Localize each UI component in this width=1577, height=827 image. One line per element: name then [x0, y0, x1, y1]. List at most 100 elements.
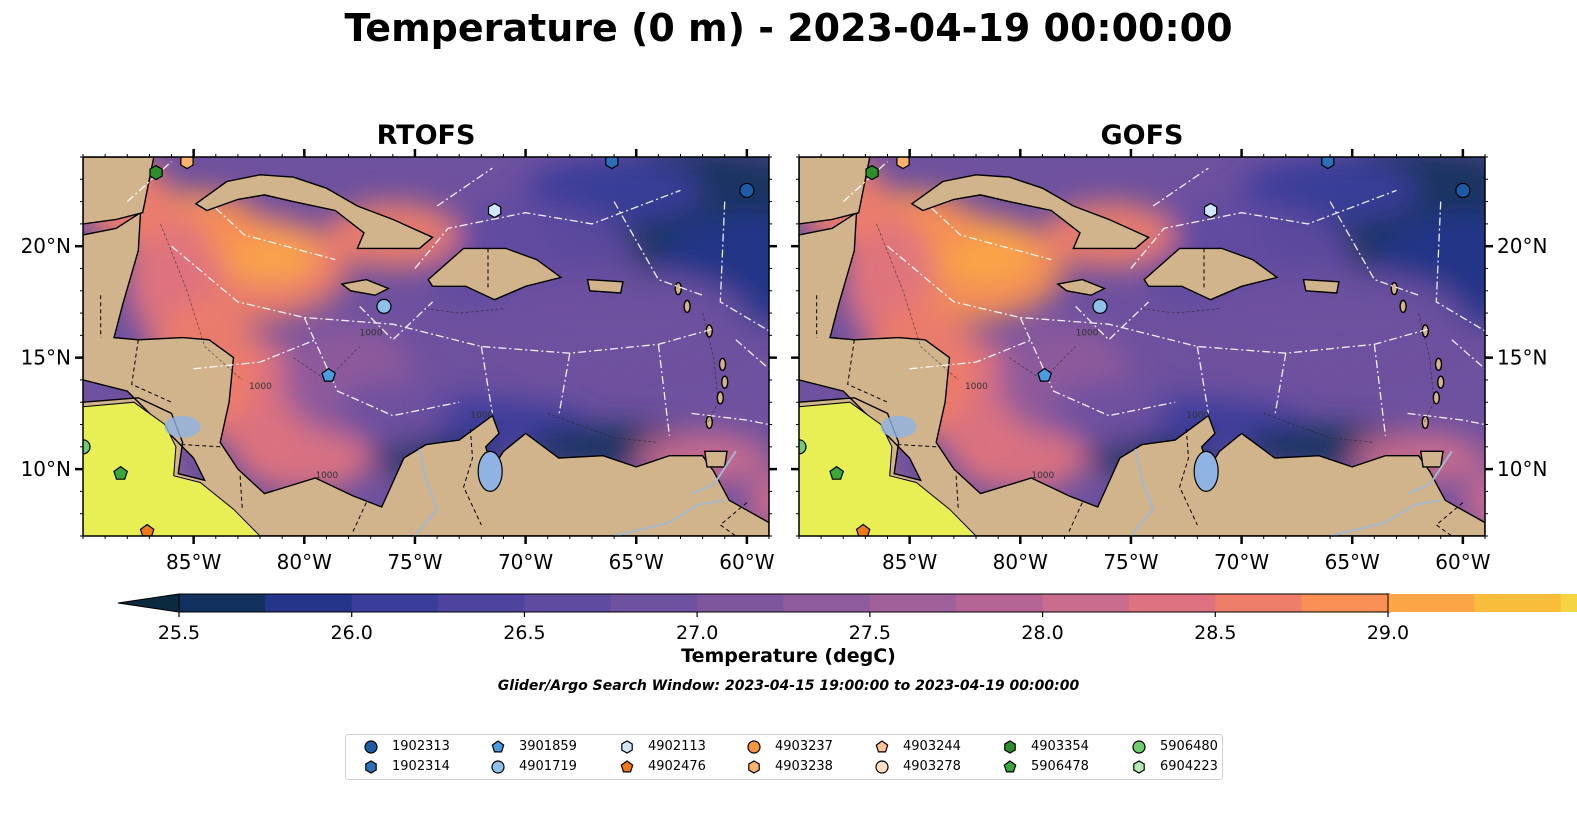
legend-label: 4903237 — [775, 739, 833, 754]
legend-label: 1902313 — [392, 739, 450, 754]
legend-marker — [491, 760, 505, 774]
float-4903354 — [149, 164, 163, 181]
colorbar-segment — [351, 594, 439, 612]
lon-tick-label: 70°W — [498, 550, 553, 574]
colorbar-frame — [178, 593, 1389, 613]
float-6904223 — [1488, 286, 1500, 300]
lon-tick-label: 80°W — [993, 550, 1048, 574]
legend-label: 4902113 — [648, 739, 706, 754]
lat-tick-label: 15°N — [1497, 346, 1547, 370]
colorbar-segment — [783, 594, 871, 612]
colorbar-segment — [1560, 594, 1577, 612]
bathymetry-label: 1000 — [249, 382, 272, 392]
land-cuba — [910, 174, 1150, 250]
legend-marker — [620, 760, 634, 773]
float-3901859 — [1037, 367, 1053, 382]
land-small-island — [705, 415, 713, 429]
colorbar-segment — [697, 594, 784, 612]
float-4903238 — [180, 157, 194, 170]
pacific-warm-water — [799, 401, 977, 536]
legend-marker-icon — [748, 760, 760, 774]
colorbar-segment — [1128, 594, 1216, 612]
legend-label: 3901859 — [519, 739, 577, 754]
lon-tick-label: 60°W — [719, 550, 774, 574]
colorbar-segment — [265, 594, 353, 612]
float-4903244 — [1484, 216, 1485, 220]
land-small-island — [1399, 299, 1407, 314]
float-4902476 — [139, 523, 155, 536]
bathymetry-label: 1000 — [360, 328, 383, 338]
country-borders — [816, 248, 1464, 536]
panel-title-gofs: GOFS — [1100, 120, 1184, 151]
bathymetry-contours — [160, 223, 719, 443]
legend-marker-icon — [747, 740, 761, 754]
rivers — [1130, 448, 1453, 536]
float-4903354 — [865, 164, 879, 181]
float-1902313 — [1455, 182, 1471, 199]
land-jamaica — [1056, 278, 1107, 296]
land-small-island — [1434, 357, 1443, 372]
float-1902314 — [605, 157, 619, 170]
lon-tick-label: 65°W — [1325, 550, 1380, 574]
colorbar-segment — [956, 594, 1044, 612]
search-window-text: Glider/Argo Search Window: 2023-04-15 19… — [497, 678, 1080, 694]
lat-tick-label: 10°N — [21, 457, 71, 481]
land-yucatan — [83, 157, 155, 225]
temperature-field — [83, 157, 769, 536]
lon-tick-label: 65°W — [609, 550, 664, 574]
lon-tick-label: 75°W — [1103, 550, 1158, 574]
map-frame — [798, 156, 1486, 537]
float-1902313 — [739, 182, 755, 199]
legend-label: 6904223 — [1160, 759, 1218, 774]
legend-label: 5906480 — [1160, 739, 1218, 754]
lon-tick-label: 85°W — [166, 550, 221, 574]
legend-marker-icon — [1004, 740, 1016, 754]
land-yucatan — [799, 157, 871, 225]
float-legend: 1902313 1902314 3901859 4901719 4902113 49024… — [345, 734, 1223, 780]
country-borders — [100, 248, 748, 536]
legend-marker — [491, 740, 505, 753]
float-5906478 — [829, 465, 845, 480]
map-panel-rtofs: 1000 1000 1000 1000 85°W 80°W 75°W 70°W 65°W 60°W… — [21, 149, 777, 574]
legend-label: 4903278 — [903, 759, 961, 774]
legend-label: 4903244 — [903, 739, 961, 754]
land-small-island — [1421, 415, 1429, 429]
legend-marker-icon — [365, 760, 377, 774]
legend-marker — [621, 740, 633, 754]
float-4902113 — [487, 202, 502, 219]
colorbar-segment — [179, 594, 266, 612]
bathymetry-contours — [876, 223, 1435, 443]
float-5906478 — [113, 465, 129, 480]
colorbar-tick-label: 28.0 — [1021, 622, 1063, 644]
bathymetry-label: 1000 — [1031, 471, 1054, 481]
legend-marker-icon — [620, 760, 634, 773]
colorbar-segment — [1301, 594, 1389, 612]
legend-marker-icon — [1132, 740, 1146, 754]
legend-label: 4902476 — [648, 759, 706, 774]
colorbar-segment — [869, 594, 957, 612]
lon-tick-label: 75°W — [387, 550, 442, 574]
frame-ticks — [80, 154, 772, 539]
legend-marker — [875, 760, 889, 774]
land-small-island — [1390, 281, 1398, 296]
colorbar-segment — [1474, 594, 1562, 612]
pacific-warm-water — [83, 401, 261, 536]
colorbar-segment — [610, 594, 698, 612]
page-title: Temperature (0 m) - 2023-04-19 00:00:00 — [344, 6, 1233, 50]
land-puerto-rico — [586, 278, 624, 294]
legend-marker — [875, 740, 889, 753]
lon-tick-label: 80°W — [277, 550, 332, 574]
colorbar-tick-label: 29.0 — [1367, 622, 1409, 644]
float-4902476 — [855, 523, 871, 536]
lat-tick-label: 20°N — [1497, 234, 1547, 258]
panel-title-rtofs: RTOFS — [376, 120, 476, 151]
eez-boundaries — [842, 161, 1485, 436]
bathymetry-label: 1000 — [315, 471, 338, 481]
colorbar-segment — [438, 594, 525, 612]
float-5906480 — [799, 439, 807, 455]
rivers — [414, 448, 737, 536]
colorbar: 25.5 26.0 26.5 27.0 27.5 28.0 28.5 29.0 — [117, 593, 1577, 644]
float-markers — [83, 157, 769, 536]
colorbar-extend-min — [117, 593, 180, 613]
legend-marker-icon — [875, 760, 889, 774]
